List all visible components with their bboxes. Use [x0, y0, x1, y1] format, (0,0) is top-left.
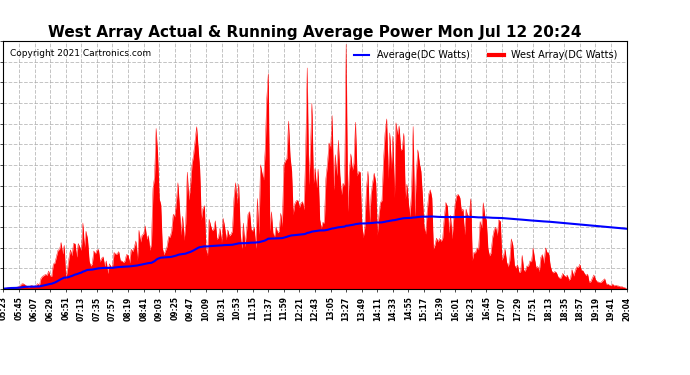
Text: Copyright 2021 Cartronics.com: Copyright 2021 Cartronics.com [10, 49, 151, 58]
Legend: Average(DC Watts), West Array(DC Watts): Average(DC Watts), West Array(DC Watts) [351, 46, 622, 64]
Title: West Array Actual & Running Average Power Mon Jul 12 20:24: West Array Actual & Running Average Powe… [48, 25, 582, 40]
